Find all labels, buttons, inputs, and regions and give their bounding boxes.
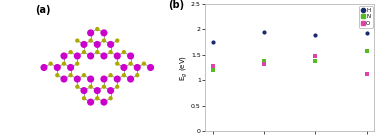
- Circle shape: [129, 62, 133, 66]
- Circle shape: [94, 87, 101, 94]
- Circle shape: [94, 41, 101, 48]
- Circle shape: [60, 75, 68, 83]
- Circle shape: [115, 38, 119, 43]
- Circle shape: [87, 99, 94, 106]
- Point: [364, 32, 370, 34]
- Circle shape: [68, 50, 73, 54]
- Circle shape: [74, 75, 81, 83]
- Circle shape: [82, 96, 86, 100]
- Circle shape: [142, 62, 146, 66]
- Circle shape: [101, 75, 107, 83]
- Circle shape: [115, 62, 119, 66]
- Point: [261, 63, 267, 65]
- Circle shape: [87, 52, 94, 60]
- Circle shape: [87, 75, 94, 83]
- Circle shape: [74, 52, 81, 60]
- Circle shape: [120, 64, 127, 71]
- Text: (a): (a): [35, 5, 51, 15]
- Point: [364, 50, 370, 52]
- Point: [261, 31, 267, 33]
- Circle shape: [95, 50, 99, 54]
- Circle shape: [75, 38, 79, 43]
- Circle shape: [101, 99, 107, 106]
- Circle shape: [88, 38, 93, 43]
- Circle shape: [134, 64, 141, 71]
- Circle shape: [102, 85, 106, 89]
- Circle shape: [67, 64, 74, 71]
- Circle shape: [75, 85, 79, 89]
- Circle shape: [60, 52, 68, 60]
- Circle shape: [55, 73, 59, 77]
- Circle shape: [107, 87, 114, 94]
- Point: [312, 33, 318, 36]
- Circle shape: [101, 52, 107, 60]
- Circle shape: [48, 62, 53, 66]
- Circle shape: [122, 73, 126, 77]
- Point: [261, 60, 267, 62]
- Circle shape: [81, 41, 88, 48]
- Circle shape: [102, 38, 106, 43]
- Circle shape: [122, 50, 126, 54]
- Circle shape: [62, 62, 66, 66]
- Circle shape: [108, 96, 113, 100]
- Circle shape: [82, 50, 86, 54]
- Circle shape: [147, 64, 154, 71]
- Legend: H, N, O: H, N, O: [359, 6, 373, 28]
- Circle shape: [40, 64, 48, 71]
- Text: (b): (b): [168, 0, 184, 10]
- Point: [312, 60, 318, 63]
- Circle shape: [115, 85, 119, 89]
- Circle shape: [68, 73, 73, 77]
- Circle shape: [107, 41, 114, 48]
- Circle shape: [81, 87, 88, 94]
- Circle shape: [114, 52, 121, 60]
- Circle shape: [82, 73, 86, 77]
- Circle shape: [101, 29, 107, 36]
- Circle shape: [88, 85, 93, 89]
- Circle shape: [127, 75, 134, 83]
- Circle shape: [95, 96, 99, 100]
- Point: [364, 73, 370, 75]
- Point: [210, 69, 216, 71]
- Circle shape: [75, 62, 79, 66]
- Circle shape: [114, 75, 121, 83]
- Circle shape: [87, 29, 94, 36]
- Point: [210, 41, 216, 43]
- Point: [312, 55, 318, 57]
- Circle shape: [95, 27, 99, 31]
- Circle shape: [108, 73, 113, 77]
- Circle shape: [108, 50, 113, 54]
- Y-axis label: E$_g$ (eV): E$_g$ (eV): [178, 55, 190, 80]
- Circle shape: [135, 73, 139, 77]
- Point: [210, 65, 216, 67]
- Circle shape: [54, 64, 61, 71]
- Circle shape: [127, 52, 134, 60]
